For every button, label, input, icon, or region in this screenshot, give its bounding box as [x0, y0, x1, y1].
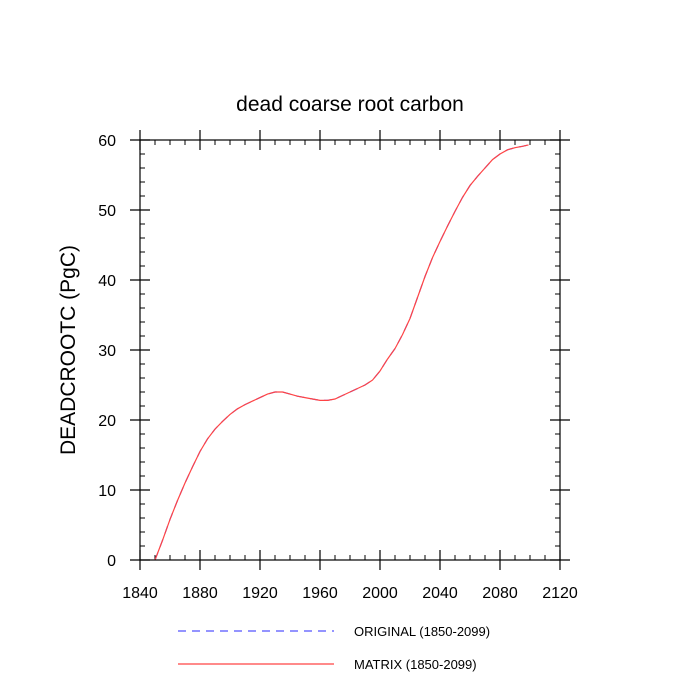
- x-tick-label: 1960: [302, 585, 338, 602]
- legend-label-original: ORIGINAL (1850-2099): [354, 624, 490, 639]
- legend: ORIGINAL (1850-2099) MATRIX (1850-2099): [178, 624, 490, 672]
- minor-ticks: [139, 139, 561, 561]
- y-tick-labels: 0 10 20 30 40 50 60: [98, 133, 116, 570]
- plot-frame: [139, 139, 561, 561]
- series-lines: [154, 144, 529, 561]
- x-tick-label: 2000: [362, 585, 398, 602]
- x-tick-label: 1920: [242, 585, 278, 602]
- y-tick-label: 50: [98, 203, 116, 220]
- x-tick-label: 2040: [422, 585, 458, 602]
- y-tick-label: 60: [98, 133, 116, 150]
- x-tick-label: 1840: [122, 585, 158, 602]
- series-line-matrix: [154, 144, 529, 561]
- x-tick-label: 2120: [542, 585, 578, 602]
- chart-title: dead coarse root carbon: [236, 93, 464, 116]
- x-tick-label: 2080: [482, 585, 518, 602]
- y-axis-label: DEADCROOTC (PgC): [57, 245, 80, 455]
- major-ticks: [130, 130, 570, 570]
- x-tick-label: 1880: [182, 585, 218, 602]
- x-tick-labels: 1840 1880 1920 1960 2000 2040 2080 2120: [122, 585, 578, 602]
- y-tick-label: 0: [107, 553, 116, 570]
- y-tick-label: 20: [98, 413, 116, 430]
- y-tick-label: 30: [98, 343, 116, 360]
- y-tick-label: 10: [98, 483, 116, 500]
- series-line-original: [154, 144, 529, 561]
- legend-label-matrix: MATRIX (1850-2099): [354, 657, 477, 672]
- y-tick-label: 40: [98, 273, 116, 290]
